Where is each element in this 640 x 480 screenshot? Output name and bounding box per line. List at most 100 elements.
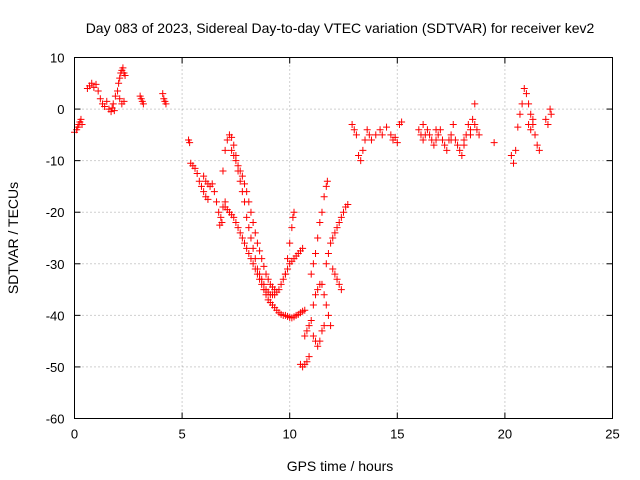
series-cluster-16-19h bbox=[415, 100, 483, 159]
data-point bbox=[383, 123, 391, 131]
data-point bbox=[544, 121, 552, 129]
data-point bbox=[139, 100, 147, 108]
data-point bbox=[307, 317, 315, 325]
data-point bbox=[318, 280, 326, 288]
data-point bbox=[247, 234, 255, 242]
data-point bbox=[378, 131, 386, 139]
data-point bbox=[238, 234, 246, 242]
data-point bbox=[320, 291, 328, 299]
data-point bbox=[249, 244, 257, 252]
data-point bbox=[469, 115, 477, 123]
data-point bbox=[236, 177, 244, 185]
y-tick-label: -40 bbox=[46, 308, 65, 323]
data-point bbox=[234, 162, 242, 170]
data-point bbox=[335, 280, 343, 288]
data-point bbox=[217, 213, 225, 221]
x-tick-label: 5 bbox=[178, 427, 185, 442]
data-point bbox=[331, 229, 339, 237]
data-point bbox=[186, 139, 194, 147]
data-point bbox=[372, 131, 380, 139]
data-series bbox=[71, 64, 555, 371]
series-isolated-19-5h bbox=[490, 139, 498, 147]
data-point bbox=[423, 126, 431, 134]
data-point bbox=[359, 146, 367, 154]
data-point bbox=[350, 126, 358, 134]
data-point bbox=[279, 275, 287, 283]
data-point bbox=[507, 151, 515, 159]
data-point bbox=[454, 141, 462, 149]
data-point bbox=[329, 265, 337, 273]
data-point bbox=[307, 270, 315, 278]
data-point bbox=[520, 84, 528, 92]
data-point bbox=[243, 244, 251, 252]
data-point bbox=[458, 151, 466, 159]
data-point bbox=[277, 280, 285, 288]
y-tick-label: 0 bbox=[57, 102, 64, 117]
data-point bbox=[253, 270, 261, 278]
data-point bbox=[228, 146, 236, 154]
data-point bbox=[159, 90, 167, 98]
data-point bbox=[260, 262, 268, 270]
data-point bbox=[251, 265, 259, 273]
data-point bbox=[301, 332, 309, 340]
data-point bbox=[256, 247, 264, 255]
data-point bbox=[542, 115, 550, 123]
data-point bbox=[547, 110, 555, 118]
x-tick-label: 10 bbox=[282, 427, 296, 442]
data-point bbox=[426, 131, 434, 139]
data-point bbox=[94, 87, 102, 95]
axes: 0 5 10 15 20 25 10 0 -10 -20 -30 -40 -50 -60 bbox=[46, 51, 620, 442]
data-point bbox=[367, 136, 375, 144]
data-point bbox=[316, 219, 324, 227]
data-point bbox=[193, 170, 201, 178]
data-point bbox=[309, 260, 317, 268]
data-point bbox=[312, 291, 320, 299]
x-tick-label: 20 bbox=[498, 427, 512, 442]
data-point bbox=[284, 265, 292, 273]
data-point bbox=[230, 151, 238, 159]
data-point bbox=[432, 136, 440, 144]
data-point bbox=[228, 133, 236, 141]
data-point bbox=[236, 167, 244, 175]
x-tick-label: 0 bbox=[71, 427, 78, 442]
data-point bbox=[88, 79, 96, 87]
data-point bbox=[322, 301, 330, 309]
data-point bbox=[430, 141, 438, 149]
series-isolated-3h bbox=[136, 92, 147, 108]
data-point bbox=[318, 208, 326, 216]
data-point bbox=[115, 79, 123, 87]
data-point bbox=[121, 72, 129, 80]
data-point bbox=[249, 219, 257, 227]
data-point bbox=[208, 180, 216, 188]
data-point bbox=[232, 157, 240, 165]
data-point bbox=[335, 219, 343, 227]
data-point bbox=[333, 275, 341, 283]
data-point bbox=[77, 115, 85, 123]
data-point bbox=[441, 141, 449, 149]
data-point bbox=[289, 213, 297, 221]
chart-title: Day 083 of 2023, Sidereal Day-to-day VTE… bbox=[86, 20, 595, 36]
data-point bbox=[443, 146, 451, 154]
data-point bbox=[258, 255, 266, 263]
data-point bbox=[107, 108, 115, 116]
data-point bbox=[234, 224, 242, 232]
data-point bbox=[288, 224, 296, 232]
series-early-cluster bbox=[83, 64, 129, 116]
data-point bbox=[116, 74, 124, 82]
data-point bbox=[264, 275, 272, 283]
series-mid-13-15h bbox=[348, 118, 406, 165]
data-point bbox=[393, 139, 401, 147]
series-drop-5-6h bbox=[185, 136, 229, 229]
data-point bbox=[253, 239, 261, 247]
data-point bbox=[191, 164, 199, 172]
data-point bbox=[119, 64, 127, 72]
data-point bbox=[531, 131, 539, 139]
x-axis-label: GPS time / hours bbox=[287, 458, 394, 474]
data-point bbox=[546, 105, 554, 113]
data-point bbox=[258, 280, 266, 288]
data-point bbox=[447, 136, 455, 144]
data-point bbox=[303, 358, 311, 366]
data-point bbox=[96, 95, 104, 103]
data-point bbox=[419, 136, 427, 144]
